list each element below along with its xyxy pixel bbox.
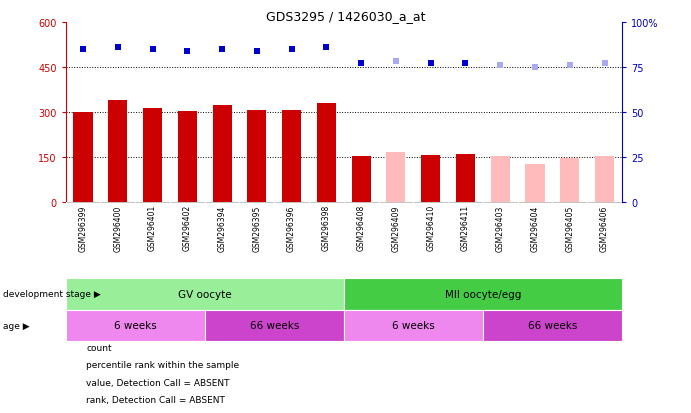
Text: percentile rank within the sample: percentile rank within the sample <box>86 361 240 370</box>
Bar <box>178 112 197 202</box>
Text: development stage ▶: development stage ▶ <box>3 290 101 299</box>
Text: GSM296405: GSM296405 <box>565 205 574 251</box>
Text: 66 weeks: 66 weeks <box>528 320 577 330</box>
Text: GSM296411: GSM296411 <box>461 205 470 251</box>
Text: GSM296402: GSM296402 <box>183 205 192 251</box>
Bar <box>66 279 343 310</box>
Text: GSM296406: GSM296406 <box>600 205 609 251</box>
Text: age ▶: age ▶ <box>3 321 30 330</box>
Text: GSM296408: GSM296408 <box>357 205 366 251</box>
Bar <box>213 106 231 202</box>
Text: GDS3295 / 1426030_a_at: GDS3295 / 1426030_a_at <box>266 10 425 23</box>
Text: GSM296404: GSM296404 <box>531 205 540 251</box>
Text: GSM296398: GSM296398 <box>322 205 331 251</box>
Text: MII oocyte/egg: MII oocyte/egg <box>444 289 521 299</box>
Text: GSM296394: GSM296394 <box>218 205 227 251</box>
Bar <box>352 157 370 202</box>
Text: GSM296399: GSM296399 <box>79 205 88 251</box>
Bar <box>483 310 622 341</box>
Bar <box>560 159 579 202</box>
Bar <box>205 310 344 341</box>
Text: GSM296401: GSM296401 <box>148 205 157 251</box>
Text: value, Detection Call = ABSENT: value, Detection Call = ABSENT <box>86 378 230 387</box>
Text: 6 weeks: 6 weeks <box>392 320 435 330</box>
Bar <box>343 310 483 341</box>
Text: GSM296409: GSM296409 <box>391 205 400 251</box>
Bar <box>108 100 127 202</box>
Bar <box>343 279 622 310</box>
Bar <box>143 109 162 202</box>
Text: count: count <box>86 343 112 352</box>
Text: rank, Detection Call = ABSENT: rank, Detection Call = ABSENT <box>86 395 225 404</box>
Bar <box>247 111 267 202</box>
Text: GSM296395: GSM296395 <box>252 205 261 251</box>
Bar <box>491 157 510 202</box>
Bar <box>317 104 336 202</box>
Bar <box>386 153 406 202</box>
Bar <box>66 310 205 341</box>
Text: GSM296410: GSM296410 <box>426 205 435 251</box>
Bar <box>73 113 93 202</box>
Text: GSM296400: GSM296400 <box>113 205 122 251</box>
Bar <box>595 157 614 202</box>
Text: GV oocyte: GV oocyte <box>178 289 231 299</box>
Text: 66 weeks: 66 weeks <box>249 320 299 330</box>
Bar <box>525 165 545 202</box>
Bar <box>421 155 440 202</box>
Text: GSM296396: GSM296396 <box>287 205 296 251</box>
Bar <box>456 155 475 202</box>
Text: GSM296403: GSM296403 <box>495 205 504 251</box>
Text: 6 weeks: 6 weeks <box>114 320 157 330</box>
Bar <box>282 111 301 202</box>
